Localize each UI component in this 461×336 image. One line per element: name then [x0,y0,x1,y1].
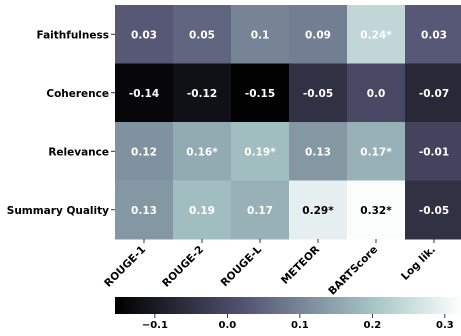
column-label: ROUGE-L [219,243,265,289]
cell-value-label: -0.01 [419,146,449,158]
cell-value-label: 0.0 [367,88,386,100]
column-labels: ROUGE-1 ROUGE-2 ROUGE-L METEOR BARTScore Log … [102,239,438,298]
colorbar-tick-label: 0.2 [364,320,382,331]
heatmap-cell [115,180,174,240]
heatmap-cell [405,180,461,240]
row-label: Relevance [48,146,109,158]
column-label: ROUGE-2 [160,244,206,290]
heatmap-cell [347,180,406,240]
heatmap-cell [173,63,232,123]
heatmap-cell [231,180,290,240]
heatmap-cell [173,122,232,181]
cell-value-label: 0.05 [189,29,215,41]
heatmap-cell [405,63,461,123]
heatmap-cell [405,5,461,64]
heatmap-cell [289,122,348,181]
cell-value-label: -0.15 [245,88,275,100]
cell-value-label: -0.05 [303,88,333,100]
heatmap-cell [347,5,406,64]
cell-value-label: 0.17 [247,205,273,217]
cell-value-label: 0.19* [244,146,276,158]
cell-value-label: 0.24* [360,29,392,41]
cell-value-label: 0.13 [131,205,157,217]
cell-value-label: -0.07 [419,88,449,100]
cell-value-label: -0.05 [419,205,449,217]
heatmap-cell [115,122,174,181]
colorbar-tick-label: −0.1 [142,320,168,331]
cell-value-label: -0.14 [129,88,159,100]
heatmap-cell [231,63,290,123]
heatmap-cell [347,63,406,123]
heatmap-cell [347,122,406,181]
heatmap-cell [289,63,348,123]
row-label: Summary Quality [7,205,109,217]
colorbar-tick-label: 0.3 [436,320,454,331]
cell-value-label: 0.19 [189,205,215,217]
row-labels: Faithfulness Coherence Relevance Summary Qu… [7,29,115,217]
colorbar-gradient [115,297,461,314]
heatmap-cell [405,122,461,181]
heatmap-cell [115,5,174,64]
heatmap-cell [115,63,174,123]
column-label: Log lik. [399,244,438,283]
cell-value-label: 0.17* [360,146,392,158]
row-label: Coherence [46,88,109,100]
heatmap-cells: 0.03 0.05 0.1 0.09 0.24* 0.03 -0.14 -0.12 -0.15 -… [115,5,461,240]
column-label: METEOR [279,244,322,287]
column-label: ROUGE-1 [102,244,148,290]
cell-value-label: 0.16* [186,146,218,158]
cell-value-label: 0.1 [251,29,270,41]
heatmap-cell [289,180,348,240]
column-label: BARTScore [326,244,380,298]
cell-value-label: 0.29* [302,205,334,217]
cell-value-label: 0.03 [131,29,157,41]
heatmap-cell [173,180,232,240]
cell-value-label: 0.03 [421,29,447,41]
heatmap-cell [231,122,290,181]
heatmap-cell [173,5,232,64]
colorbar: −0.1 0.0 0.1 0.2 0.3 [115,297,461,331]
row-label: Faithfulness [37,29,109,41]
cell-value-label: 0.32* [360,205,392,217]
cell-value-label: 0.09 [305,29,331,41]
cell-value-label: 0.13 [305,146,331,158]
cell-value-label: 0.12 [131,146,157,158]
colorbar-tick-label: 0.0 [219,320,237,331]
cell-value-label: -0.12 [187,88,217,100]
heatmap-cell [231,5,290,64]
colorbar-tick-label: 0.1 [291,320,309,331]
heatmap-cell [289,5,348,64]
